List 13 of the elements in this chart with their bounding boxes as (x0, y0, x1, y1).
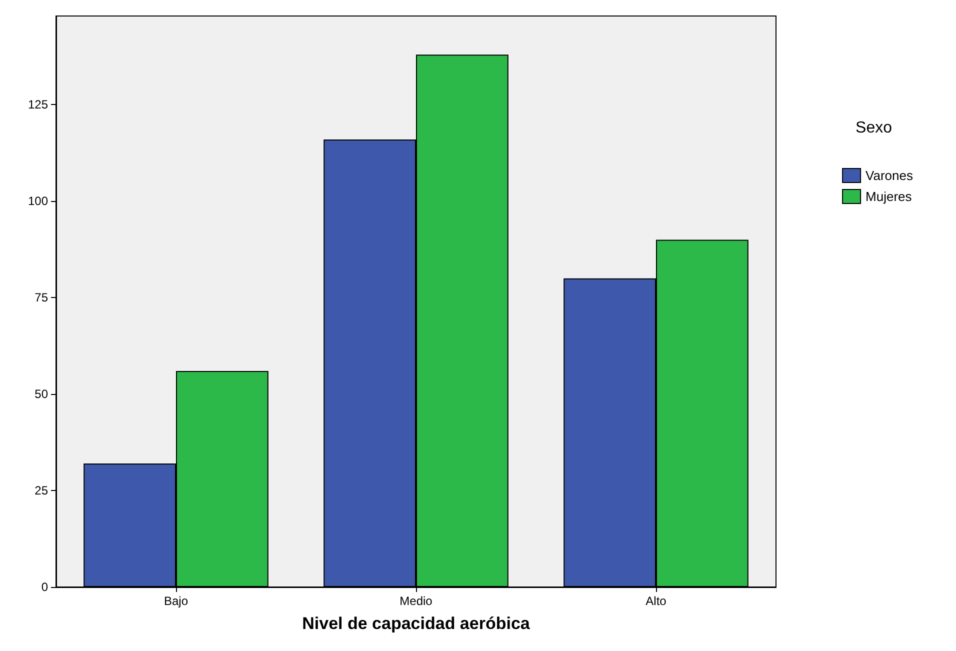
legend-label: Mujeres (866, 189, 912, 204)
y-tick-label: 25 (34, 484, 48, 498)
x-tick-label: Medio (400, 594, 433, 608)
legend-title: Sexo (856, 120, 892, 136)
x-axis-title: Nivel de capacidad aeróbica (302, 614, 530, 633)
y-tick-label: 100 (28, 194, 48, 208)
y-tick-label: 75 (34, 290, 48, 305)
y-tick-label: 125 (28, 98, 48, 112)
x-tick-label: Alto (646, 594, 667, 608)
y-tick-label: 50 (34, 387, 48, 402)
legend-label: Varones (866, 168, 914, 183)
y-tick-label: 0 (41, 580, 48, 594)
x-tick-label: Bajo (164, 594, 188, 608)
